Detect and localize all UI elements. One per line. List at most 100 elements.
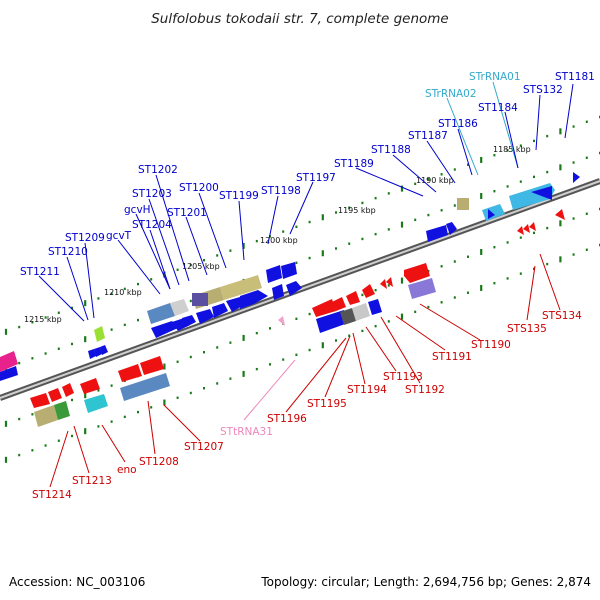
gene-feature[interactable]	[34, 405, 58, 427]
gene-feature[interactable]	[332, 297, 346, 311]
gene-feature[interactable]	[62, 383, 74, 397]
reverse-features	[30, 209, 565, 427]
gene-label-st1181[interactable]: ST1181	[555, 71, 595, 83]
gene-feature[interactable]	[408, 278, 436, 299]
gene-feature[interactable]	[281, 262, 297, 279]
gene-feature[interactable]	[312, 299, 336, 317]
gene-label-sts134[interactable]: STS134	[542, 310, 582, 322]
gene-feature[interactable]	[362, 284, 375, 298]
gene-label-st1199[interactable]: ST1199	[219, 190, 259, 202]
gene-feature[interactable]	[426, 225, 448, 242]
gene-label-st1207[interactable]: ST1207	[184, 441, 224, 453]
gene-label-sts135[interactable]: STS135	[507, 323, 547, 335]
gene-label-st1214[interactable]: ST1214	[32, 489, 72, 501]
gene-feature[interactable]	[266, 265, 282, 283]
gene-feature[interactable]	[555, 209, 565, 220]
gene-label-st1196[interactable]: ST1196	[267, 413, 307, 425]
gene-feature[interactable]	[531, 186, 552, 200]
gene-feature[interactable]	[386, 277, 393, 287]
reverse-gene-labels: STS134 STS135 ST1190 ST1191 ST1192 ST119…	[32, 310, 582, 501]
gene-feature[interactable]	[573, 172, 580, 183]
gene-feature[interactable]	[404, 263, 430, 283]
gene-feature[interactable]	[340, 308, 356, 325]
gene-feature[interactable]	[226, 297, 246, 312]
scale-label: 1210 kbp	[104, 288, 142, 297]
gene-feature[interactable]	[94, 326, 105, 342]
gene-label-st1193[interactable]: ST1193	[383, 371, 423, 383]
gene-feature[interactable]	[48, 388, 62, 402]
gene-feature[interactable]	[182, 315, 196, 327]
gene-feature[interactable]	[94, 347, 102, 357]
gene-feature[interactable]	[100, 345, 108, 355]
gene-feature[interactable]	[54, 401, 70, 420]
map-title: Sulfolobus tokodaii str. 7, complete gen…	[151, 11, 449, 27]
gene-label-strrna01[interactable]: STrRNA01	[469, 71, 521, 83]
gene-label-st1188[interactable]: ST1188	[371, 144, 411, 156]
scale-label: 1190 kbp	[416, 176, 454, 185]
gene-feature[interactable]	[446, 222, 457, 235]
gene-feature[interactable]	[352, 303, 370, 321]
gene-feature[interactable]	[523, 224, 530, 233]
gene-feature[interactable]	[380, 279, 387, 289]
gene-feature[interactable]	[170, 299, 189, 316]
gene-feature[interactable]	[80, 378, 100, 394]
gene-feature[interactable]	[140, 356, 164, 375]
gene-label-sttrna31[interactable]: STtRNA31	[220, 426, 273, 438]
gene-feature[interactable]	[220, 275, 262, 300]
gene-label-st1192[interactable]: ST1192	[405, 384, 445, 396]
gene-feature[interactable]	[118, 364, 142, 382]
gene-feature[interactable]	[272, 284, 284, 300]
gene-label-st1208[interactable]: ST1208	[139, 456, 179, 468]
gene-feature[interactable]	[151, 321, 178, 338]
gene-label-st1213[interactable]: ST1213	[72, 475, 112, 487]
gene-feature[interactable]	[88, 349, 96, 359]
gene-label-st1194[interactable]: ST1194	[347, 384, 387, 396]
gene-feature[interactable]	[517, 226, 524, 235]
gene-feature[interactable]	[368, 299, 382, 315]
scale-tick-tracks	[4, 115, 600, 463]
gene-label-st1203[interactable]: ST1203	[132, 188, 172, 200]
gene-label-st1201[interactable]: ST1201	[167, 207, 207, 219]
gene-label-st1204[interactable]: ST1204	[132, 219, 172, 231]
gene-feature[interactable]	[482, 204, 505, 221]
gene-label-st1189[interactable]: ST1189	[334, 158, 374, 170]
gene-label-st1184[interactable]: ST1184	[478, 102, 518, 114]
gene-feature[interactable]	[278, 316, 285, 326]
gene-label-st1210[interactable]: ST1210	[48, 246, 88, 258]
gene-feature[interactable]	[30, 393, 50, 408]
gene-label-gcvh[interactable]: gcvH	[124, 204, 151, 216]
gene-feature[interactable]	[212, 303, 228, 318]
gene-label-st1198[interactable]: ST1198	[261, 185, 301, 197]
gene-label-eno[interactable]: eno	[117, 464, 137, 476]
gene-feature[interactable]	[488, 209, 495, 219]
gene-feature[interactable]	[0, 366, 18, 381]
gene-label-st1187[interactable]: ST1187	[408, 130, 448, 142]
gene-label-st1190[interactable]: ST1190	[471, 339, 511, 351]
gene-feature[interactable]	[0, 351, 18, 372]
gene-feature[interactable]	[120, 373, 170, 401]
gene-label-st1202[interactable]: ST1202	[138, 164, 178, 176]
gene-label-st1209[interactable]: ST1209	[65, 232, 105, 244]
gene-feature[interactable]	[457, 198, 469, 210]
gene-feature[interactable]	[147, 303, 175, 324]
gene-feature[interactable]	[286, 281, 302, 296]
gene-feature[interactable]	[240, 290, 268, 309]
gene-label-gcvt[interactable]: gcvT	[106, 230, 132, 242]
gene-feature[interactable]	[84, 394, 108, 413]
gene-label-st1195[interactable]: ST1195	[307, 398, 347, 410]
gene-label-strrna02[interactable]: STrRNA02	[425, 88, 477, 100]
gene-feature[interactable]	[196, 309, 214, 324]
gene-feature[interactable]	[192, 293, 208, 306]
gene-feature[interactable]	[316, 310, 348, 333]
gene-label-st1186[interactable]: ST1186	[438, 118, 478, 130]
gene-feature[interactable]	[346, 291, 360, 305]
gene-label-st1200[interactable]: ST1200	[179, 182, 219, 194]
scale-labels: 1185 kbp 1190 kbp 1195 kbp 1200 kbp 1205…	[24, 145, 531, 324]
gene-feature[interactable]	[529, 222, 536, 231]
topology-summary: Topology: circular; Length: 2,694,756 bp…	[260, 575, 591, 589]
gene-label-st1191[interactable]: ST1191	[432, 351, 472, 363]
gene-label-st1211[interactable]: ST1211	[20, 266, 60, 278]
gene-label-sts132[interactable]: STS132	[523, 84, 563, 96]
gene-label-st1197[interactable]: ST1197	[296, 172, 336, 184]
